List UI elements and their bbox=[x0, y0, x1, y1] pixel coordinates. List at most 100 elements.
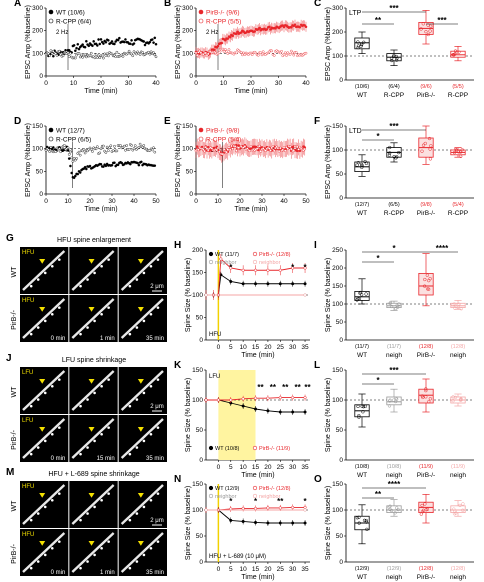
x-tick-label: 10 bbox=[220, 80, 228, 87]
data-point bbox=[54, 52, 58, 55]
spine bbox=[107, 258, 110, 261]
data-point bbox=[154, 55, 158, 59]
spine bbox=[93, 271, 96, 275]
data-point bbox=[136, 161, 139, 165]
data-point bbox=[304, 25, 308, 29]
data-point bbox=[387, 505, 391, 509]
data-point bbox=[255, 147, 259, 150]
spine bbox=[86, 512, 89, 515]
spine bbox=[79, 452, 82, 456]
data-point bbox=[102, 144, 105, 148]
spine bbox=[156, 378, 160, 381]
box bbox=[418, 272, 434, 296]
legend-marker bbox=[208, 251, 214, 257]
y-tick-label: 200 bbox=[32, 28, 43, 35]
data-point bbox=[303, 147, 307, 151]
data-point bbox=[286, 147, 289, 151]
data-point bbox=[210, 147, 214, 150]
panel-title: LTP bbox=[349, 10, 362, 17]
dendrite bbox=[71, 370, 115, 411]
spine bbox=[79, 284, 82, 288]
spine bbox=[50, 264, 54, 268]
panel-J: J LFU spine shrinkage WT LFU 2 μm PirB-/- LFU 0… bbox=[6, 353, 167, 462]
data-point bbox=[116, 163, 120, 167]
y-tick-label: 100 bbox=[182, 146, 193, 153]
category-label: PirB-/- bbox=[417, 210, 435, 217]
data-point bbox=[99, 162, 103, 166]
sig-stars: * bbox=[376, 132, 380, 141]
data-point bbox=[55, 54, 59, 57]
n-label: (12/8) bbox=[419, 344, 434, 350]
row-label: PirB-/- bbox=[11, 309, 18, 330]
data-point bbox=[290, 49, 293, 53]
y-tick-label: 50 bbox=[196, 533, 204, 540]
data-point bbox=[102, 42, 105, 45]
data-point bbox=[248, 149, 252, 153]
data-point bbox=[423, 277, 427, 282]
spine bbox=[58, 426, 61, 429]
x-tick-label: 40 bbox=[130, 198, 138, 205]
legend-label: neighbor bbox=[215, 260, 237, 266]
data-point bbox=[278, 410, 282, 414]
data-point bbox=[296, 145, 299, 149]
spine bbox=[107, 378, 110, 381]
data-point bbox=[66, 51, 70, 54]
y-tick-label: 150 bbox=[332, 123, 343, 130]
panel-letter: G bbox=[6, 233, 14, 244]
legend-label: PirB-/- (11/9) bbox=[259, 446, 290, 452]
legend-marker bbox=[198, 136, 204, 142]
y-tick-label: 100 bbox=[192, 397, 203, 404]
arrowhead bbox=[88, 493, 95, 498]
spine bbox=[79, 518, 82, 522]
y-tick-label: 300 bbox=[332, 5, 343, 12]
data-point bbox=[357, 521, 361, 525]
y-tick-label: 100 bbox=[32, 146, 43, 153]
panel-letter: A bbox=[14, 0, 21, 9]
stim-label: HFU bbox=[22, 298, 34, 304]
dendrite bbox=[22, 370, 66, 411]
data-point bbox=[364, 520, 369, 524]
data-point bbox=[423, 141, 427, 146]
data-point bbox=[143, 43, 147, 47]
legend-marker bbox=[252, 445, 258, 451]
data-point bbox=[271, 144, 275, 148]
spine bbox=[142, 553, 146, 557]
time-label: 0 min bbox=[51, 456, 66, 462]
data-point bbox=[204, 51, 208, 55]
spine bbox=[128, 284, 132, 288]
data-point bbox=[427, 400, 431, 404]
legend-marker bbox=[208, 445, 214, 451]
spine bbox=[58, 492, 61, 495]
y-axis-label: EPSC Amp (%baseline) bbox=[175, 123, 182, 197]
legend-label: WT (11/7) bbox=[215, 252, 239, 258]
panel-letter: H bbox=[174, 240, 181, 251]
data-point bbox=[48, 150, 51, 153]
data-point bbox=[266, 396, 270, 400]
x-tick-label: 20 bbox=[236, 198, 244, 205]
y-tick-label: 150 bbox=[332, 283, 343, 290]
data-point bbox=[419, 512, 423, 516]
n-label: (12/8) bbox=[451, 566, 466, 572]
sig-stars: * bbox=[229, 497, 233, 506]
category-label: PirB-/- bbox=[417, 574, 435, 581]
category-label: R-CPP bbox=[448, 92, 468, 99]
stim-label: 2 Hz bbox=[206, 30, 218, 36]
x-tick-label: 15 bbox=[252, 464, 260, 471]
data-point bbox=[361, 410, 365, 414]
data-point bbox=[397, 150, 401, 155]
data-point bbox=[425, 507, 430, 511]
x-tick-label: 0 bbox=[194, 80, 198, 87]
legend-label: R-CPP (6/4) bbox=[56, 19, 91, 26]
y-tick-label: 100 bbox=[192, 507, 203, 514]
data-point bbox=[153, 164, 157, 167]
legend-marker bbox=[208, 493, 214, 499]
data-point bbox=[421, 143, 426, 147]
data-point bbox=[130, 52, 133, 56]
data-point bbox=[253, 407, 258, 411]
data-point bbox=[303, 508, 307, 512]
spine bbox=[100, 498, 103, 502]
sig-stars: * bbox=[291, 263, 295, 272]
legend-label: PirB-/- (9/6) bbox=[206, 10, 240, 17]
